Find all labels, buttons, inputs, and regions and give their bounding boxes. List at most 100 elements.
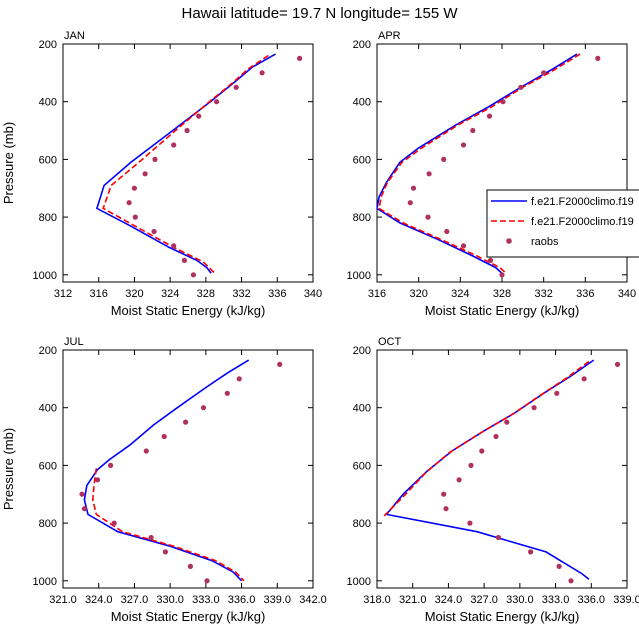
raobs-point: [531, 405, 537, 411]
y-tick-label: 800: [39, 212, 57, 224]
raobs-point: [259, 70, 265, 76]
legend-label: raobs: [531, 236, 559, 248]
raobs-point: [407, 200, 413, 206]
x-tick-label: 320: [125, 288, 143, 300]
x-tick-label: 321.0: [399, 594, 427, 606]
y-tick-label: 400: [39, 97, 57, 109]
raobs-point: [595, 55, 601, 62]
panel-oct: 318.0 321.0 324.0 327.0 330.0 333.0 336.0 339.0…: [347, 336, 639, 624]
raobs-point: [143, 448, 149, 454]
raobs-point: [614, 361, 621, 367]
x-tick-label: 312: [54, 288, 72, 300]
raobs-point: [184, 127, 190, 134]
x-tick-label: 333.0: [192, 594, 220, 606]
raobs-point: [190, 272, 196, 278]
raobs-point: [441, 156, 447, 162]
raobs-point: [581, 376, 587, 382]
x-tick-label: 342.0: [299, 594, 327, 606]
raobs-point: [161, 433, 167, 440]
raobs-point: [568, 578, 574, 584]
legend-label: f.e21.F2000climo.f19: [531, 196, 634, 208]
raobs-point: [277, 361, 283, 367]
raobs-point: [132, 214, 138, 220]
y-tick-label: 600: [39, 154, 57, 166]
panel-label: APR: [378, 30, 401, 42]
raobs-point: [81, 506, 87, 512]
raobs-point: [487, 257, 494, 263]
series-line-solid: [385, 359, 595, 580]
x-tick-label: 340: [618, 288, 636, 300]
y-tick-label: 600: [353, 154, 371, 166]
y-tick-label: 600: [39, 460, 57, 472]
x-tick-label: 339.0: [264, 594, 292, 606]
y-tick-label: 200: [39, 345, 57, 357]
raobs-point: [443, 506, 449, 512]
raobs-point: [200, 405, 207, 411]
panel-apr: 316 320 324 328 332 336 340 200 400 600 800 1000 APR…: [347, 30, 637, 318]
series-line-dashed: [102, 54, 269, 274]
raobs-point: [142, 171, 148, 177]
plot-frame: [62, 349, 314, 589]
x-tick-label: 330.0: [506, 594, 534, 606]
raobs-point: [171, 142, 177, 148]
legend: f.e21.F2000climo.f19 f.e21.F2000climo.f1…: [486, 189, 639, 258]
panel-label: JAN: [64, 30, 85, 42]
raobs-point: [495, 534, 501, 541]
raobs-point: [131, 185, 137, 191]
x-tick-label: 332: [534, 288, 552, 300]
panel-jan: 312 316 320 324 328 332 336 340 200 400 600 800 1000…: [1, 30, 322, 318]
series-line-solid: [83, 359, 250, 582]
y-tick-label: 800: [353, 212, 371, 224]
raobs-point: [456, 477, 462, 483]
x-tick-label: 324.0: [85, 594, 113, 606]
raobs-point: [541, 70, 547, 76]
x-tick-label: 327.0: [470, 594, 498, 606]
raobs-point: [554, 390, 560, 396]
raobs-point: [297, 55, 303, 62]
raobs-point: [162, 549, 168, 555]
y-tick-label: 1000: [347, 270, 371, 282]
raobs-point: [556, 563, 562, 570]
y-tick-label: 200: [353, 39, 371, 51]
raobs-point: [152, 156, 158, 162]
figure-title: Hawaii latitude= 19.7 N longitude= 155 W: [181, 5, 458, 22]
raobs-point: [79, 491, 85, 497]
raobs-point: [486, 113, 493, 119]
raobs-point: [499, 272, 505, 278]
series-line-dashed: [383, 360, 590, 517]
x-tick-label: 324: [451, 288, 469, 300]
raobs-point: [171, 243, 177, 249]
x-axis-label: Moist Static Energy (kJ/kg): [111, 609, 266, 624]
y-tick-label: 200: [353, 345, 371, 357]
plot-frame: [62, 43, 314, 283]
plot-area: [83, 359, 250, 582]
x-axis-label: Moist Static Energy (kJ/kg): [111, 303, 266, 318]
raobs-point: [224, 390, 230, 396]
raobs-point: [233, 84, 239, 90]
x-tick-label: 340: [304, 288, 322, 300]
raobs-point: [126, 200, 132, 206]
y-tick-label: 400: [353, 403, 371, 415]
x-tick-label: 320: [409, 288, 427, 300]
raobs-point: [183, 419, 189, 425]
raobs-point: [425, 214, 431, 220]
x-axis-label: Moist Static Energy (kJ/kg): [425, 609, 580, 624]
plot-area: [383, 359, 595, 580]
raobs-point: [504, 419, 510, 425]
raobs-point: [426, 171, 432, 177]
panel-jul: 321.0 324.0 327.0 330.0 333.0 336.0 339.0 342.0…: [1, 336, 327, 624]
raobs-point: [94, 477, 101, 483]
raobs-point: [148, 534, 154, 541]
y-axis-label: Pressure (mb): [1, 428, 16, 510]
plot-frame: [376, 349, 628, 589]
panel-label: OCT: [378, 336, 402, 348]
x-tick-label: 339.0: [613, 594, 639, 606]
x-tick-label: 330.0: [156, 594, 184, 606]
raobs-point: [410, 185, 417, 191]
raobs-point: [111, 520, 117, 526]
x-tick-label: 321.0: [49, 594, 77, 606]
raobs-point: [441, 491, 447, 497]
raobs-point: [518, 84, 524, 90]
y-tick-label: 400: [353, 97, 371, 109]
raobs-point: [204, 578, 210, 584]
